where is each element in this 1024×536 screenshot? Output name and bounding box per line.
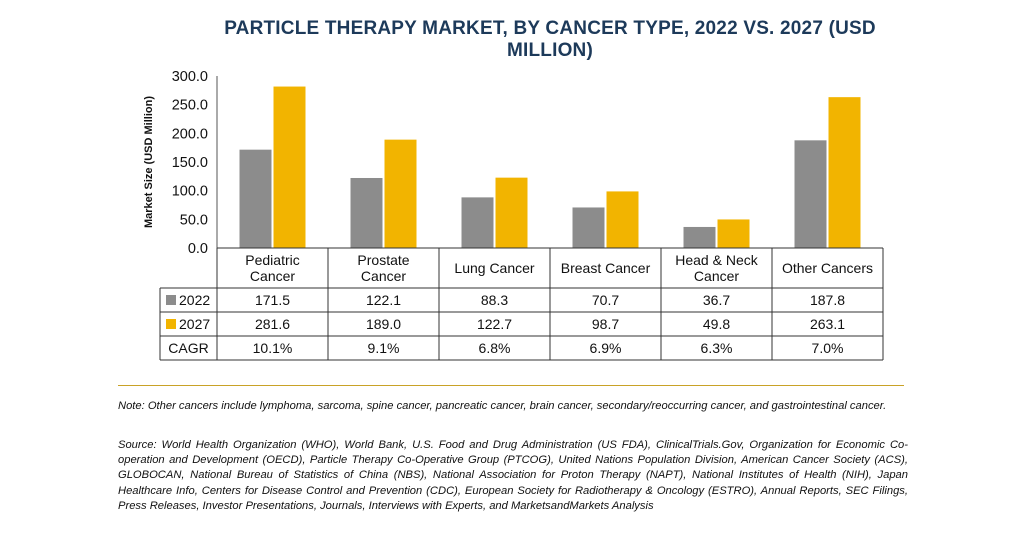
category-label: Breast Cancer xyxy=(561,260,651,276)
cagr-value: 6.3% xyxy=(701,340,733,356)
category-label: Cancer xyxy=(250,268,295,284)
category-label: Pediatric xyxy=(245,252,299,268)
data-label-2027: 263.1 xyxy=(810,316,845,332)
bar-2022-2 xyxy=(461,197,494,248)
category-label: Prostate xyxy=(357,252,409,268)
data-label-2022: 36.7 xyxy=(703,292,730,308)
legend-label-2022: 2022 xyxy=(179,292,210,308)
category-label: Cancer xyxy=(694,268,739,284)
bar-2027-3 xyxy=(606,191,639,248)
data-label-2022: 70.7 xyxy=(592,292,619,308)
chart-source: Source: World Health Organization (WHO),… xyxy=(118,439,908,512)
chart-title: PARTICLE THERAPY MARKET, BY CANCER TYPE,… xyxy=(224,18,876,61)
data-label-2022: 187.8 xyxy=(810,292,845,308)
chart-note: Note: Other cancers include lymphoma, sa… xyxy=(118,400,887,412)
category-label: Other Cancers xyxy=(782,260,873,276)
y-axis-label: Market Size (USD Million) xyxy=(143,96,155,228)
divider xyxy=(118,385,904,386)
y-tick-label: 200.0 xyxy=(172,126,208,142)
bar-2027-5 xyxy=(828,97,861,248)
bar-2027-4 xyxy=(717,219,750,248)
data-label-2027: 281.6 xyxy=(255,316,290,332)
data-label-2022: 122.1 xyxy=(366,292,401,308)
cagr-value: 10.1% xyxy=(253,340,293,356)
y-tick-label: 150.0 xyxy=(172,155,208,171)
bar-2027-2 xyxy=(495,177,528,248)
data-label-2022: 171.5 xyxy=(255,292,290,308)
bar-2027-0 xyxy=(273,86,306,248)
data-label-2027: 122.7 xyxy=(477,316,512,332)
category-label: Head & Neck xyxy=(675,252,758,268)
y-tick-label: 250.0 xyxy=(172,98,208,114)
legend-swatch-2027 xyxy=(166,319,176,329)
category-label: Lung Cancer xyxy=(454,260,535,276)
y-tick-label: 100.0 xyxy=(172,184,208,200)
cagr-value: 6.8% xyxy=(479,340,511,356)
y-tick-label: 0.0 xyxy=(188,241,208,257)
bar-2022-5 xyxy=(794,140,827,248)
bar-2022-4 xyxy=(683,226,716,248)
y-tick-label: 50.0 xyxy=(180,212,208,228)
data-label-2027: 98.7 xyxy=(592,316,619,332)
cagr-value: 7.0% xyxy=(812,340,844,356)
data-label-2027: 49.8 xyxy=(703,316,730,332)
legend-swatch-2022 xyxy=(166,295,176,305)
bar-chart: 300.0 250.0 200.0 150.0 100.0 50.0 0.0 Market S… xyxy=(143,69,884,361)
data-label-2022: 88.3 xyxy=(481,292,508,308)
y-tick-label: 300.0 xyxy=(172,69,208,85)
bar-2022-1 xyxy=(350,177,383,248)
bar-2027-1 xyxy=(384,139,417,248)
cagr-value: 6.9% xyxy=(590,340,622,356)
legend-label-2027: 2027 xyxy=(179,316,210,332)
category-label: Cancer xyxy=(361,268,406,284)
cagr-value: 9.1% xyxy=(368,340,400,356)
bar-2022-3 xyxy=(572,207,605,248)
bar-2022-0 xyxy=(239,149,272,248)
cagr-row-label: CAGR xyxy=(168,340,208,356)
data-label-2027: 189.0 xyxy=(366,316,401,332)
